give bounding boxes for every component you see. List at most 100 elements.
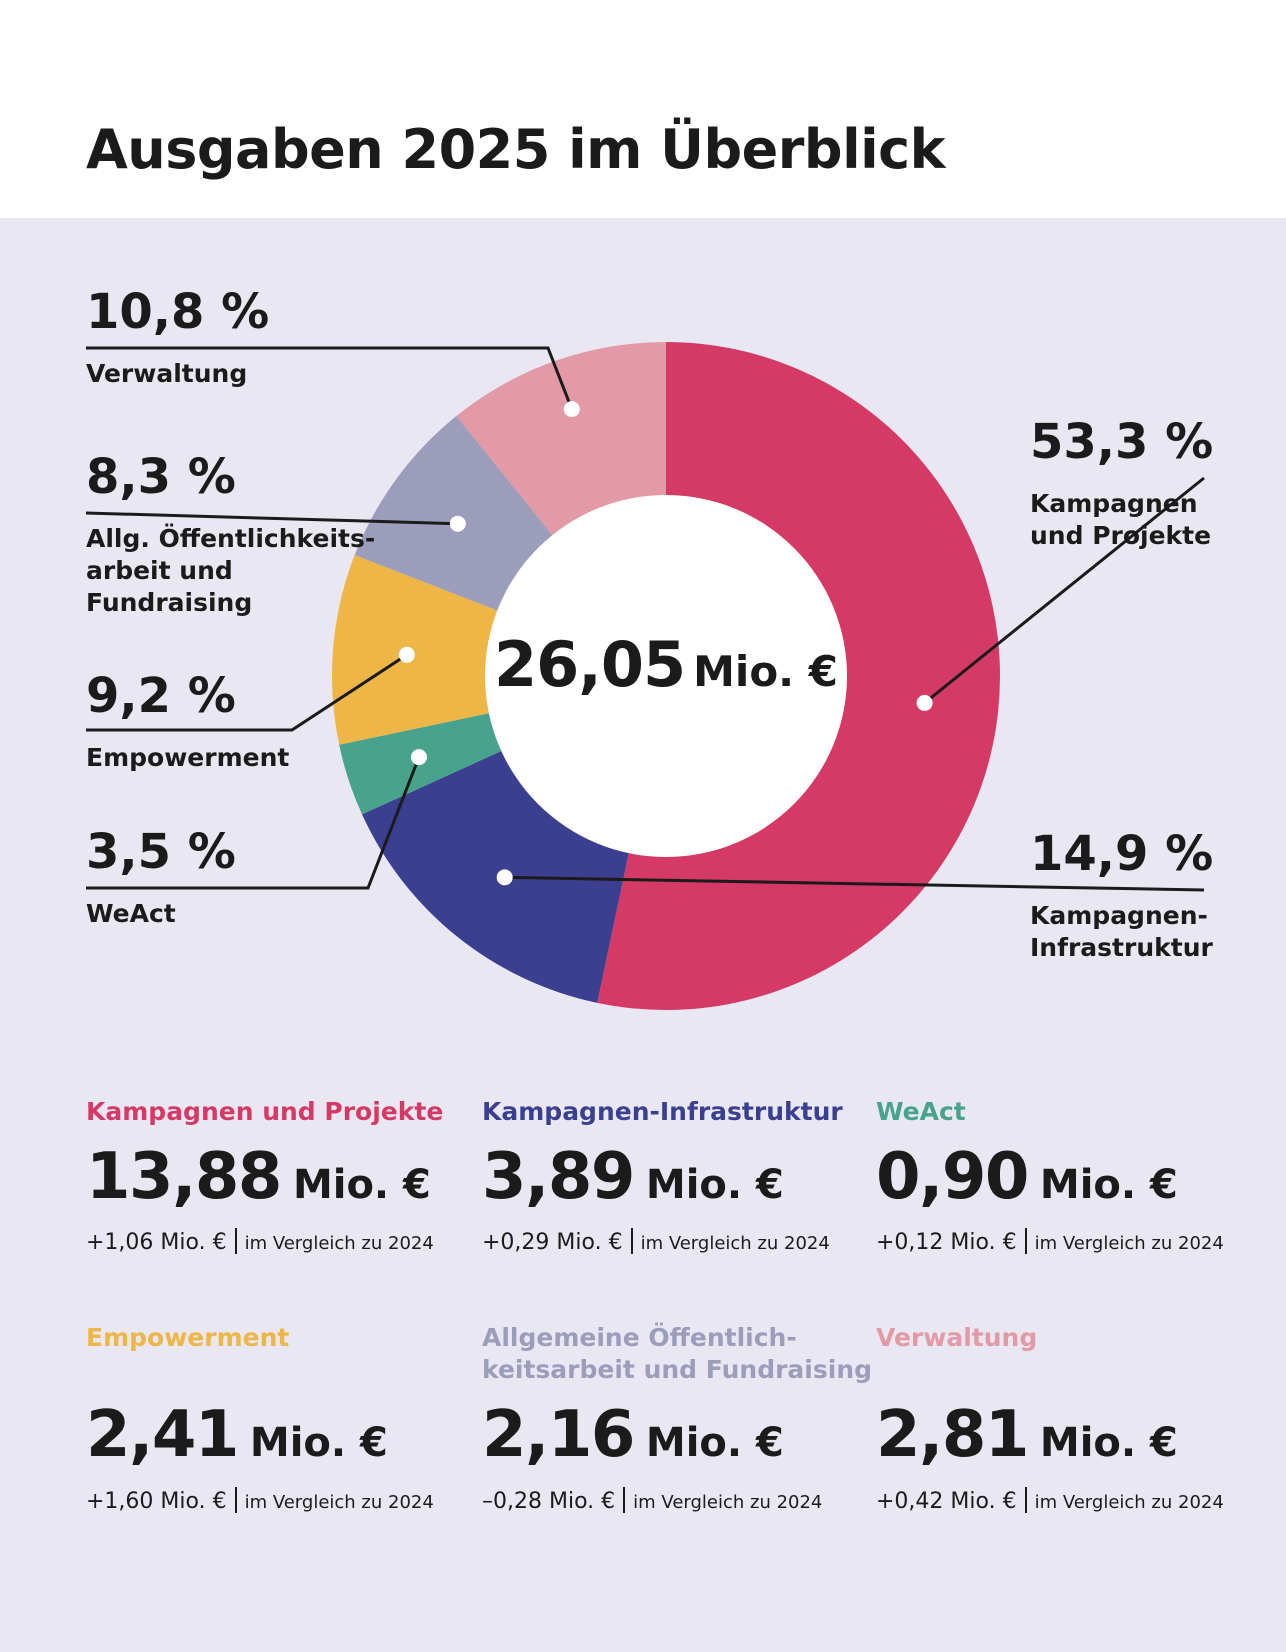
category-card: Verwaltung 2,81 Mio. € +0,42 Mio. € im Vergl… <box>876 1322 1266 1514</box>
separator <box>1024 1228 1027 1254</box>
callout-dot-empowerment <box>398 646 415 663</box>
card-unit: Mio. € <box>292 1162 431 1208</box>
leader-line-weact <box>86 756 421 890</box>
card-comparison: +0,12 Mio. € im Vergleich zu 2024 <box>876 1228 1224 1255</box>
separator <box>1024 1487 1027 1513</box>
card-amount: 2,16 Mio. € <box>482 1398 784 1472</box>
card-comparison: +1,06 Mio. € im Vergleich zu 2024 <box>86 1228 434 1255</box>
card-value: 3,89 <box>482 1140 635 1214</box>
leader-line-verwaltung <box>86 346 574 410</box>
slice-label-line: WeAct <box>86 899 176 928</box>
total-amount: 26,05 Mio. € <box>480 628 852 701</box>
card-note: im Vergleich zu 2024 <box>244 1233 434 1254</box>
card-unit: Mio. € <box>1039 1162 1178 1208</box>
card-title: Kampagnen-Infrastruktur <box>482 1096 872 1128</box>
card-unit: Mio. € <box>1039 1420 1178 1466</box>
callout-dot-verwaltung <box>563 401 580 418</box>
card-comparison: –0,28 Mio. € im Vergleich zu 2024 <box>482 1487 822 1514</box>
card-note: im Vergleich zu 2024 <box>1034 1492 1224 1513</box>
leader-line-kampagnen <box>923 476 1205 705</box>
card-note: im Vergleich zu 2024 <box>1034 1233 1224 1254</box>
callout-dot-oeffentlichkeit <box>449 515 466 532</box>
card-unit: Mio. € <box>645 1162 784 1208</box>
donut-hole <box>485 495 847 857</box>
card-comparison: +0,29 Mio. € im Vergleich zu 2024 <box>482 1228 830 1255</box>
card-title-line: WeAct <box>876 1097 966 1126</box>
card-change: +1,06 Mio. € <box>86 1230 227 1255</box>
card-value: 2,16 <box>482 1398 635 1472</box>
slice-label-weact: WeAct <box>86 898 176 930</box>
card-amount: 0,90 Mio. € <box>876 1140 1178 1214</box>
slice-label-line: und Projekte <box>1030 521 1212 550</box>
separator <box>630 1228 633 1254</box>
card-title-line: Kampagnen und Projekte <box>86 1097 444 1126</box>
callout-dot-kampagnen <box>916 694 933 711</box>
total-value: 26,05 <box>494 628 686 701</box>
card-title-line: keitsarbeit und Fundraising <box>482 1355 873 1384</box>
card-note: im Vergleich zu 2024 <box>244 1492 434 1513</box>
card-title-line: Empowerment <box>86 1323 290 1352</box>
callout-dot-infrastruktur <box>496 869 513 886</box>
slice-percent-weact: 3,5 % <box>86 824 236 880</box>
slice-percent-verwaltung: 10,8 % <box>86 284 270 340</box>
category-card: Allgemeine Öffentlich-keitsarbeit und Fu… <box>482 1322 872 1514</box>
slice-percent-oeffentlichkeit: 8,3 % <box>86 449 236 505</box>
slice-label-infrastruktur: Kampagnen- Infrastruktur <box>1030 900 1213 964</box>
slice-label-line: Kampagnen- <box>1030 901 1208 930</box>
card-value: 0,90 <box>876 1140 1029 1214</box>
leader-line-empowerment <box>86 653 408 732</box>
card-unit: Mio. € <box>645 1420 784 1466</box>
card-title: WeAct <box>876 1096 1266 1128</box>
slice-percent-kampagnen: 53,3 % <box>1030 414 1214 470</box>
card-change: +0,42 Mio. € <box>876 1489 1017 1514</box>
category-card: Empowerment 2,41 Mio. € +1,60 Mio. € im Verg… <box>86 1322 476 1514</box>
leader-line-oeffentlichkeit <box>85 511 458 526</box>
card-title: Kampagnen und Projekte <box>86 1096 476 1128</box>
card-change: +1,60 Mio. € <box>86 1489 227 1514</box>
separator <box>234 1487 237 1513</box>
card-title: Allgemeine Öffentlich-keitsarbeit und Fu… <box>482 1322 872 1386</box>
header: Ausgaben 2025 im Überblick <box>0 0 1286 218</box>
callout-dot-weact <box>410 749 427 766</box>
card-title-line: Verwaltung <box>876 1323 1038 1352</box>
card-title: Empowerment <box>86 1322 476 1354</box>
card-amount: 13,88 Mio. € <box>86 1140 431 1214</box>
card-comparison: +1,60 Mio. € im Vergleich zu 2024 <box>86 1487 434 1514</box>
card-title-line: Allgemeine Öffentlich- <box>482 1323 797 1352</box>
page-title: Ausgaben 2025 im Überblick <box>86 118 946 181</box>
category-card: Kampagnen-Infrastruktur 3,89 Mio. € +0,29 M… <box>482 1096 872 1255</box>
slice-percent-empowerment: 9,2 % <box>86 668 236 724</box>
card-value: 2,41 <box>86 1398 239 1472</box>
card-unit: Mio. € <box>249 1420 388 1466</box>
slice-label-empowerment: Empowerment <box>86 742 289 774</box>
slice-label-line: Kampagnen <box>1030 489 1198 518</box>
total-unit: Mio. € <box>693 647 838 696</box>
card-change: +0,29 Mio. € <box>482 1230 623 1255</box>
separator <box>234 1228 237 1254</box>
category-card: Kampagnen und Projekte 13,88 Mio. € +1,06 M… <box>86 1096 476 1255</box>
slice-label-line: arbeit und <box>86 556 233 585</box>
card-value: 2,81 <box>876 1398 1029 1472</box>
slice-label-line: Verwaltung <box>86 359 248 388</box>
slice-label-verwaltung: Verwaltung <box>86 358 247 390</box>
card-amount: 3,89 Mio. € <box>482 1140 784 1214</box>
leader-line-infrastruktur <box>504 875 1205 892</box>
card-value: 13,88 <box>86 1140 282 1214</box>
slice-label-line: Allg. Öffentlichkeits- <box>86 524 376 553</box>
card-title: Verwaltung <box>876 1322 1266 1354</box>
card-change: –0,28 Mio. € <box>482 1489 616 1514</box>
card-note: im Vergleich zu 2024 <box>633 1492 823 1513</box>
card-amount: 2,41 Mio. € <box>86 1398 388 1472</box>
card-amount: 2,81 Mio. € <box>876 1398 1178 1472</box>
card-comparison: +0,42 Mio. € im Vergleich zu 2024 <box>876 1487 1224 1514</box>
slice-label-line: Fundraising <box>86 588 253 617</box>
slice-label-oeffentlichkeit: Allg. Öffentlichkeits-arbeit und Fundrais… <box>86 523 375 619</box>
slice-percent-infrastruktur: 14,9 % <box>1030 826 1214 882</box>
slice-label-line: Empowerment <box>86 743 290 772</box>
slice-label-kampagnen: Kampagnen und Projekte <box>1030 488 1211 552</box>
card-note: im Vergleich zu 2024 <box>640 1233 830 1254</box>
separator <box>623 1487 626 1513</box>
slice-label-line: Infrastruktur <box>1030 933 1213 962</box>
card-title-line: Kampagnen-Infrastruktur <box>482 1097 843 1126</box>
